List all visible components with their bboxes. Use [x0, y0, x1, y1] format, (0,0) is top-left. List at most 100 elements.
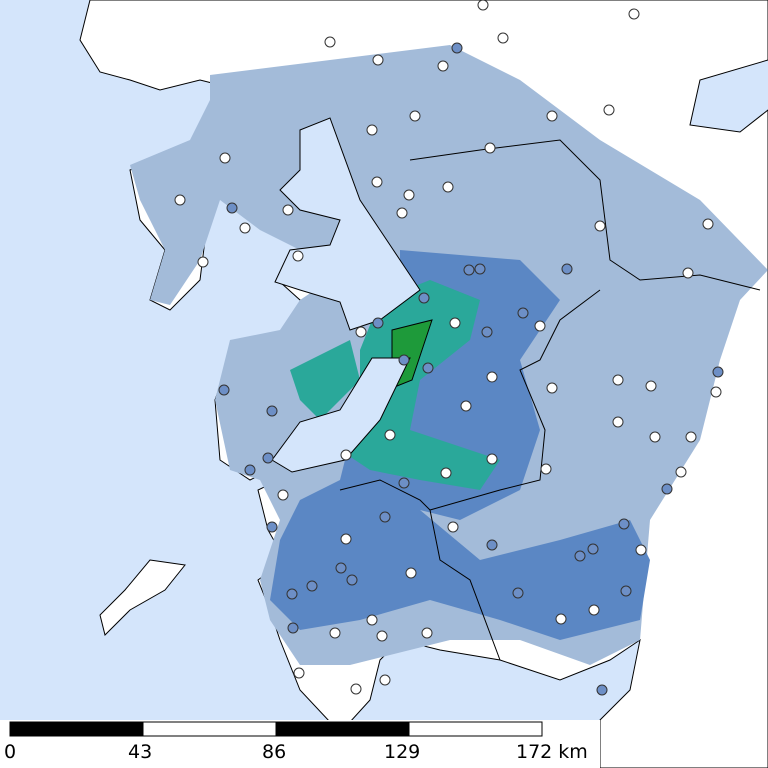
station [546, 110, 558, 122]
station [440, 467, 452, 479]
station [555, 613, 567, 625]
station [442, 181, 454, 193]
station [218, 384, 230, 396]
station [484, 142, 496, 154]
station [398, 354, 410, 366]
station [266, 405, 278, 417]
station [286, 588, 298, 600]
station [287, 622, 299, 634]
scale-segment [9, 721, 144, 737]
station [474, 263, 486, 275]
station [379, 511, 391, 523]
station [603, 104, 615, 116]
scale-segment [142, 721, 277, 737]
station [649, 431, 661, 443]
station [239, 222, 251, 234]
station [219, 152, 231, 164]
scale-segment [275, 721, 410, 737]
prefecture-border [429, 289, 601, 661]
scale-label: 43 [128, 741, 152, 763]
station [396, 207, 408, 219]
station [306, 580, 318, 592]
station [447, 521, 459, 533]
scale-label: 172 km [516, 741, 588, 763]
station [645, 380, 657, 392]
station [346, 574, 358, 586]
station [277, 489, 289, 501]
station [628, 8, 640, 20]
station [460, 400, 472, 412]
station [534, 320, 546, 332]
station [355, 326, 367, 338]
station [405, 567, 417, 579]
station [588, 604, 600, 616]
station [486, 371, 498, 383]
station [620, 585, 632, 597]
station [561, 263, 573, 275]
intensity-2 [270, 250, 650, 640]
station [197, 256, 209, 268]
station [376, 630, 388, 642]
station [682, 267, 694, 279]
scale-segment [408, 721, 543, 737]
station [372, 317, 384, 329]
station [340, 533, 352, 545]
station [335, 562, 347, 574]
station [497, 32, 509, 44]
station [398, 477, 410, 489]
station [712, 366, 724, 378]
station [366, 614, 378, 626]
scale-bar [9, 721, 543, 737]
station [244, 464, 256, 476]
prefecture-border [339, 479, 431, 511]
station [449, 317, 461, 329]
intensity-3 [340, 280, 500, 490]
station [540, 463, 552, 475]
station [587, 543, 599, 555]
station [685, 431, 697, 443]
station [486, 539, 498, 551]
scale-label: 86 [262, 741, 286, 763]
station [463, 264, 475, 276]
station [350, 683, 362, 695]
station [517, 307, 529, 319]
station [710, 386, 722, 398]
station [379, 674, 391, 686]
station [384, 429, 396, 441]
station [675, 466, 687, 478]
station [324, 36, 336, 48]
ariake-sea [274, 117, 421, 331]
station [661, 483, 673, 495]
station [477, 0, 489, 11]
station [421, 627, 433, 639]
intensity-3-islands [290, 340, 360, 420]
station [403, 189, 415, 201]
scale-label: 0 [4, 741, 16, 763]
station [612, 416, 624, 428]
station [266, 521, 278, 533]
station [451, 42, 463, 54]
station [409, 110, 421, 122]
station [226, 202, 238, 214]
scale-label: 129 [384, 741, 420, 763]
station [366, 124, 378, 136]
station [282, 204, 294, 216]
station [574, 550, 586, 562]
station [329, 627, 341, 639]
island [99, 559, 186, 636]
stations [174, 0, 724, 696]
station [635, 544, 647, 556]
station [293, 667, 305, 679]
station [512, 587, 524, 599]
station [612, 374, 624, 386]
station [292, 250, 304, 262]
station [371, 176, 383, 188]
station [546, 382, 558, 394]
station [594, 220, 606, 232]
station [422, 362, 434, 374]
station [486, 453, 498, 465]
station [372, 54, 384, 66]
station [437, 60, 449, 72]
